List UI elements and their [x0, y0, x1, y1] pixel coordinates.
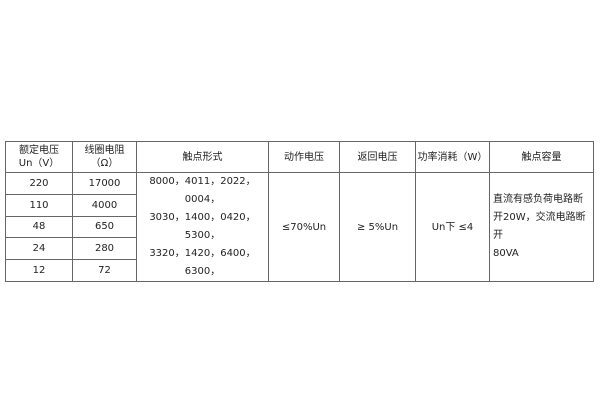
contact-form-line: 8000，4011，2022，0004，	[149, 176, 256, 205]
header-power: 功率消耗（W）	[415, 141, 490, 173]
header-release-voltage: 返回电压	[339, 141, 416, 173]
header-row: 额定电压 Un（V） 线圈电阻 （Ω） 触点形式 动作电压 返回电压 功率消耗（W）…	[5, 141, 594, 173]
capacity-cell: 直流有感负荷电路断 开20W，交流电路断开 80VA	[489, 172, 594, 282]
capacity-line: 直流有感负荷电路断	[493, 194, 583, 205]
resistance-cell: 280	[72, 237, 137, 261]
operate-voltage-cell: ≤70%Un	[268, 172, 340, 282]
header-operate-voltage: 动作电压	[268, 141, 340, 173]
power-cell: Un下 ≤4	[415, 172, 490, 282]
header-text: 线圈电阻	[84, 145, 125, 156]
contact-form-line: 3030，1400，0420，5300，	[149, 212, 256, 241]
header-text: Un（V）	[18, 158, 60, 169]
resistance-cell: 72	[72, 259, 137, 282]
header-text: 额定电压	[19, 145, 59, 156]
voltage-cell: 48	[5, 215, 73, 239]
specs-table: 额定电压 Un（V） 线圈电阻 （Ω） 触点形式 动作电压 返回电压 功率消耗（W）…	[5, 141, 594, 282]
capacity-line: 80VA	[493, 248, 519, 259]
header-rated-voltage: 额定电压 Un（V）	[5, 141, 73, 173]
header-text: （Ω）	[90, 158, 119, 169]
header-capacity: 触点容量	[489, 141, 594, 173]
contact-form-cell: 8000，4011，2022，0004， 3030，1400，0420，5300…	[136, 172, 269, 282]
resistance-cell: 650	[72, 215, 137, 239]
header-coil-resistance: 线圈电阻 （Ω）	[72, 141, 137, 173]
resistance-cell: 17000	[72, 172, 137, 195]
header-contact-form: 触点形式	[136, 141, 269, 173]
table-row: 48 650	[5, 215, 594, 239]
capacity-line: 开20W，交流电路断开	[493, 212, 586, 241]
table-row: 220 17000 8000，4011，2022，0004， 3030，1400…	[5, 172, 594, 282]
voltage-cell: 12	[5, 259, 73, 282]
table-row: 12 72	[5, 259, 594, 282]
contact-form-line: 3320，1420，6400，6300，	[149, 248, 256, 277]
resistance-cell: 4000	[72, 193, 137, 217]
table-row: 110 4000	[5, 193, 594, 217]
voltage-cell: 110	[5, 193, 73, 217]
voltage-cell: 220	[5, 172, 73, 195]
release-voltage-cell: ≥ 5%Un	[339, 172, 416, 282]
voltage-cell: 24	[5, 237, 73, 261]
